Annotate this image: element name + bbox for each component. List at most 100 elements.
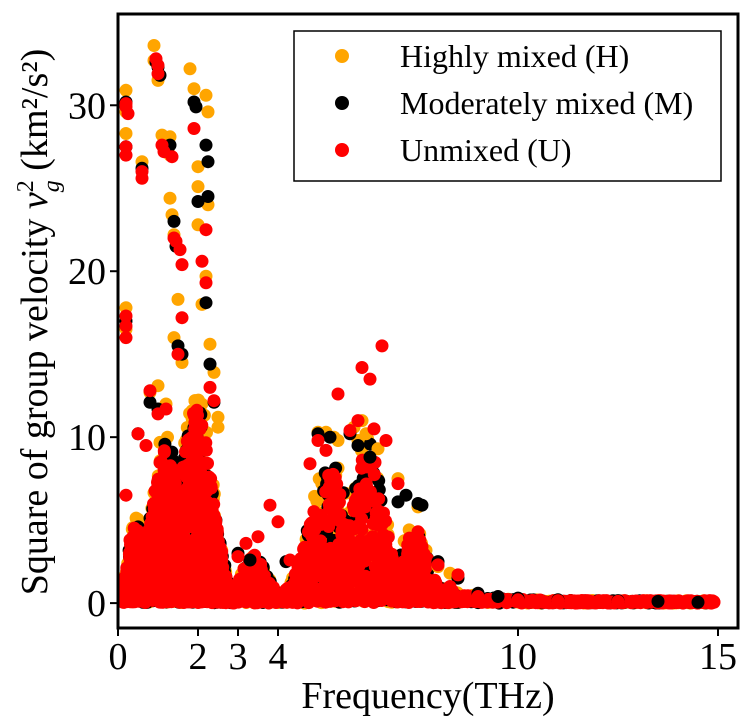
- data-point-series-0: [119, 127, 133, 140]
- cloud-point: [184, 495, 198, 509]
- data-point-series-2: [331, 387, 345, 401]
- cloud-point: [152, 558, 166, 572]
- data-point-series-2: [171, 347, 185, 361]
- cloud-point: [193, 544, 207, 558]
- cloud-point: [186, 464, 200, 478]
- data-point-series-2: [303, 457, 317, 471]
- legend-label-highly-mixed: Highly mixed (H): [400, 38, 629, 74]
- data-point-series-2: [139, 439, 153, 452]
- cloud-point: [204, 472, 218, 486]
- data-point-series-2: [367, 422, 381, 436]
- plot-frame: [116, 12, 740, 630]
- data-point-series-1: [201, 190, 215, 203]
- data-point-series-2: [173, 243, 187, 257]
- data-point-series-2: [231, 550, 245, 564]
- data-point-series-2: [511, 593, 525, 607]
- cloud-point: [143, 531, 157, 545]
- x-tick-label: 2: [189, 636, 208, 678]
- data-point-series-2: [143, 384, 157, 398]
- cloud-point: [383, 574, 397, 588]
- cloud-point: [192, 576, 206, 590]
- legend-label-unmixed: Unmixed (U): [400, 132, 572, 168]
- cloud-point: [190, 403, 204, 417]
- cloud-point: [159, 523, 172, 537]
- data-point-series-0: [163, 191, 177, 205]
- cloud-point: [348, 494, 362, 508]
- cloud-point: [359, 477, 373, 491]
- data-point-series-2: [165, 150, 179, 164]
- legend-marker-highly-mixed: [335, 49, 349, 63]
- data-point-series-0: [211, 420, 225, 434]
- cloud-point: [183, 589, 197, 603]
- data-point-series-1: [415, 498, 429, 512]
- x-axis: 0 2 3 4 10 15: [109, 628, 737, 678]
- cloud-point: [127, 548, 141, 562]
- data-point-series-2: [263, 498, 277, 512]
- x-tick-label: 4: [269, 636, 288, 678]
- cloud-point: [167, 510, 181, 524]
- data-point-series-2: [551, 594, 565, 608]
- data-point-series-2: [131, 427, 145, 441]
- data-point-series-2: [251, 530, 265, 544]
- data-point-series-0: [147, 39, 161, 52]
- data-point-series-2: [707, 595, 721, 609]
- y-axis-title-symbol: v: [14, 192, 56, 209]
- cloud-point: [481, 592, 495, 606]
- cloud-point: [314, 517, 328, 531]
- data-point-series-2: [319, 443, 333, 457]
- data-point-series-2: [119, 148, 133, 162]
- cloud-point: [326, 467, 340, 481]
- cloud-point: [564, 595, 578, 608]
- cloud-point: [195, 595, 209, 609]
- x-tick-label: 0: [109, 636, 128, 678]
- data-point-series-2: [119, 488, 133, 502]
- cloud-point: [327, 501, 341, 515]
- cloud-point: [339, 518, 353, 532]
- data-point-series-1: [651, 594, 665, 608]
- data-point-series-2: [343, 424, 357, 437]
- cloud-point: [154, 535, 168, 549]
- cloud-point: [420, 552, 434, 566]
- cloud-point: [410, 552, 424, 566]
- data-point-series-2: [195, 254, 209, 268]
- cloud-point: [167, 472, 181, 486]
- cloud-point: [370, 571, 384, 585]
- data-point-series-0: [201, 105, 215, 119]
- cloud-point: [311, 589, 325, 603]
- cloud-point: [169, 563, 183, 577]
- cloud-point: [213, 568, 226, 582]
- cloud-point: [373, 531, 387, 545]
- data-point-series-2: [351, 414, 365, 428]
- cloud-point: [404, 562, 418, 576]
- y-tick-label: 30: [68, 85, 106, 127]
- cloud-point: [395, 587, 409, 601]
- y-tick-label: 0: [87, 583, 106, 625]
- data-point-series-2: [175, 311, 189, 325]
- cloud-point: [350, 519, 364, 533]
- cloud-point: [191, 478, 204, 492]
- y-axis-title-superscript: 2: [13, 180, 39, 192]
- y-axis-title-main: Square of group velocity: [14, 219, 56, 596]
- cloud-point: [322, 589, 336, 603]
- cloud-point: [216, 591, 229, 605]
- data-point-series-2: [451, 568, 465, 582]
- data-point-series-2: [119, 309, 133, 323]
- cloud-point: [395, 570, 409, 584]
- cloud-point: [187, 535, 201, 548]
- cloud-point: [426, 595, 440, 608]
- data-point-series-1: [203, 357, 217, 371]
- data-point-series-2: [379, 434, 393, 447]
- data-point-series-0: [191, 160, 205, 174]
- cloud-point: [188, 506, 202, 520]
- cloud-point: [307, 543, 321, 557]
- cloud-point: [286, 584, 300, 598]
- cloud-point: [425, 578, 439, 592]
- cloud-point: [203, 558, 216, 572]
- cloud-point: [307, 505, 321, 519]
- cloud-point: [350, 592, 364, 606]
- data-point-series-2: [431, 558, 445, 572]
- x-axis-title: Frequency(THz): [301, 675, 554, 717]
- data-point-series-1: [189, 100, 203, 114]
- data-point-series-0: [203, 337, 217, 351]
